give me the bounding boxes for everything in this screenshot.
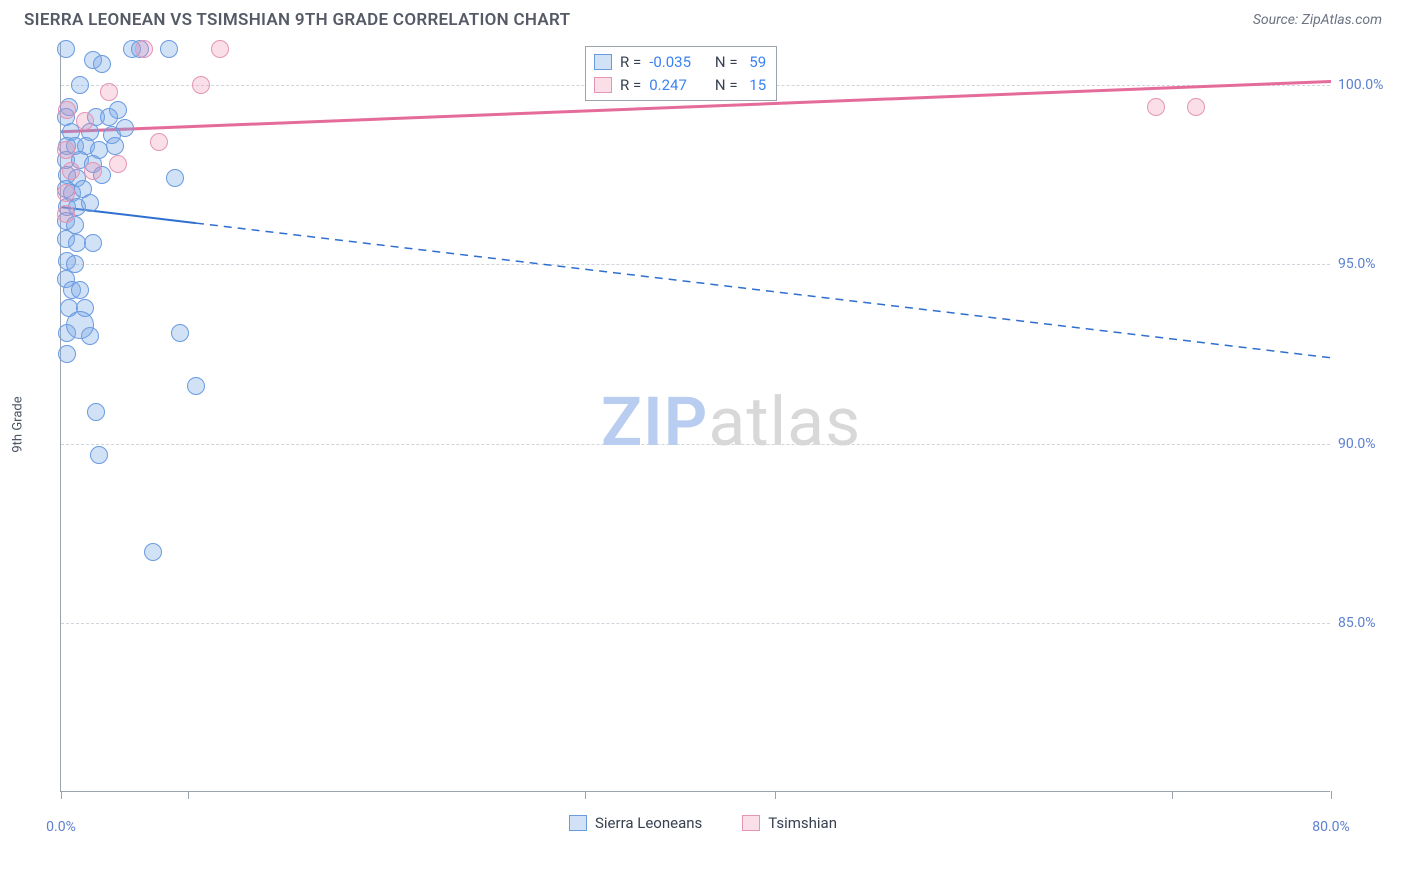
gridline	[61, 623, 1330, 624]
scatter-plot: 85.0%90.0%95.0%100.0%0.0%80.0%ZIPatlasR …	[60, 42, 1330, 792]
data-point	[116, 119, 134, 137]
correlation-row: R = 0.247 N = 15	[594, 74, 766, 97]
data-point	[1187, 98, 1205, 116]
data-point	[57, 184, 75, 202]
data-point	[106, 137, 124, 155]
data-point	[57, 40, 75, 58]
data-point	[90, 446, 108, 464]
data-point	[192, 76, 210, 94]
trend-dashed	[196, 223, 1331, 358]
data-point	[166, 169, 184, 187]
data-point	[87, 403, 105, 421]
legend: Sierra Leoneans Tsimshian	[569, 814, 837, 832]
data-point	[71, 281, 89, 299]
data-point	[160, 40, 178, 58]
data-point	[57, 205, 75, 223]
data-point	[57, 141, 75, 159]
legend-item: Tsimshian	[742, 814, 837, 832]
corr-r-value: 0.247	[649, 74, 703, 97]
correlation-box: R = -0.035 N = 59 R = 0.247 N = 15	[585, 46, 777, 101]
data-point	[93, 55, 111, 73]
legend-item: Sierra Leoneans	[569, 814, 702, 832]
y-axis-label: 9th Grade	[11, 396, 26, 452]
chart-container: 9th Grade 85.0%90.0%95.0%100.0%0.0%80.0%…	[24, 42, 1382, 792]
series-swatch	[594, 54, 612, 70]
y-tick-label: 100.0%	[1338, 77, 1394, 93]
y-tick-label: 90.0%	[1338, 436, 1394, 452]
data-point	[211, 40, 229, 58]
data-point	[58, 345, 76, 363]
data-point	[84, 234, 102, 252]
data-point	[58, 101, 76, 119]
corr-n-value: 15	[746, 74, 767, 97]
corr-r-label: R =	[620, 74, 641, 97]
data-point	[135, 40, 153, 58]
legend-swatch	[742, 815, 760, 831]
legend-label: Sierra Leoneans	[595, 814, 702, 832]
data-point	[66, 311, 94, 339]
legend-swatch	[569, 815, 587, 831]
chart-title: SIERRA LEONEAN VS TSIMSHIAN 9TH GRADE CO…	[24, 10, 570, 30]
data-point	[187, 377, 205, 395]
legend-label: Tsimshian	[768, 814, 837, 832]
gridline	[61, 264, 1330, 265]
data-point	[150, 133, 168, 151]
data-point	[71, 76, 89, 94]
corr-r-label: R =	[620, 51, 641, 74]
data-point	[62, 162, 80, 180]
data-point	[109, 155, 127, 173]
watermark: ZIPatlas	[601, 382, 861, 462]
chart-source: Source: ZipAtlas.com	[1253, 12, 1382, 28]
data-point	[81, 194, 99, 212]
data-point	[100, 83, 118, 101]
data-point	[1147, 98, 1165, 116]
data-point	[100, 108, 118, 126]
data-point	[171, 324, 189, 342]
y-tick-label: 85.0%	[1338, 615, 1394, 631]
data-point	[144, 543, 162, 561]
data-point	[76, 112, 94, 130]
gridline	[61, 444, 1330, 445]
data-point	[84, 162, 102, 180]
y-tick-label: 95.0%	[1338, 256, 1394, 272]
corr-n-label: N =	[711, 74, 737, 97]
correlation-row: R = -0.035 N = 59	[594, 51, 766, 74]
corr-n-label: N =	[711, 51, 737, 74]
trendlines	[61, 42, 1331, 792]
series-swatch	[594, 77, 612, 93]
corr-r-value: -0.035	[649, 51, 703, 74]
corr-n-value: 59	[746, 51, 767, 74]
